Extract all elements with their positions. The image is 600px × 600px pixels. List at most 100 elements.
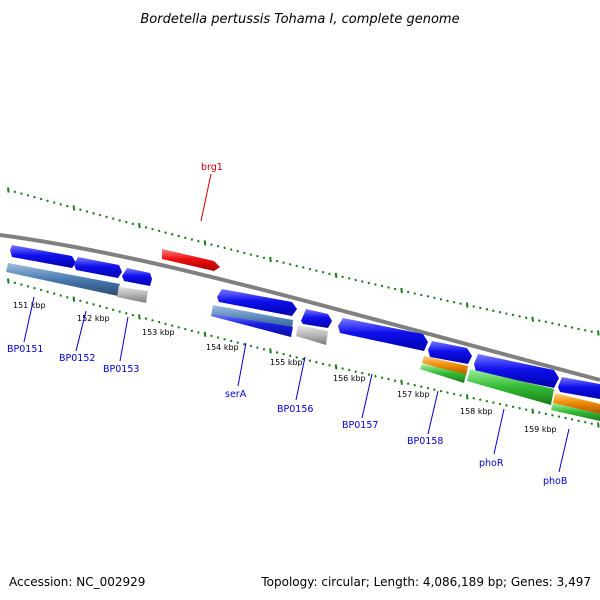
outer-tick — [328, 272, 331, 276]
gene-bp0151[interactable] — [10, 245, 76, 268]
gene-brg1[interactable] — [162, 249, 220, 271]
outer-tick — [406, 290, 410, 294]
outer-tick — [551, 322, 554, 325]
outer-tick — [374, 283, 377, 286]
inner-tick — [308, 359, 312, 362]
inner-tick — [361, 371, 364, 375]
inner-tick — [406, 382, 410, 385]
outer-tick — [564, 324, 567, 328]
gene-labels: BP0151 BP0152 BP0153 serA BP0156 BP0157 … — [7, 162, 567, 487]
inner-tick — [321, 362, 325, 366]
outer-tick — [590, 330, 593, 333]
inner-tick — [282, 352, 285, 356]
feature-gray-2 — [296, 325, 328, 345]
scale-label: 155 kbp — [270, 358, 303, 367]
outer-tick — [334, 272, 338, 279]
outer-tick — [439, 298, 443, 301]
outer-tick — [347, 277, 351, 280]
outer-tick — [39, 197, 43, 201]
inner-tick — [295, 356, 298, 359]
inner-tick — [138, 314, 141, 320]
inner-tick — [426, 386, 430, 390]
gene-label-bp0156[interactable]: BP0156 — [277, 404, 313, 415]
inner-tick — [275, 351, 279, 354]
gene-bp0158[interactable] — [428, 341, 472, 364]
outer-tick — [354, 278, 357, 282]
gene-label-bp0158[interactable]: BP0158 — [407, 436, 443, 447]
outer-tick — [223, 246, 226, 250]
gene-label-bp0151[interactable]: BP0151 — [7, 344, 43, 355]
scale-label: 151 kbp — [13, 301, 46, 310]
gene-label-bp0157[interactable]: BP0157 — [342, 420, 378, 431]
gene-label-sera[interactable]: serA — [225, 389, 247, 400]
gene-bp0157[interactable] — [338, 318, 428, 351]
feature-green-3 — [551, 403, 600, 421]
inner-tick — [216, 336, 220, 339]
gene-phor[interactable] — [474, 354, 559, 388]
gene-label-phor[interactable]: phoR — [479, 458, 504, 469]
outer-tick — [118, 219, 121, 222]
outer-tick — [557, 323, 561, 326]
inner-tick — [334, 364, 338, 370]
inner-tick — [479, 398, 482, 401]
inner-tick-track — [7, 278, 600, 428]
inner-tick — [439, 389, 443, 393]
gene-bp0156[interactable] — [301, 309, 332, 328]
inner-tick — [524, 408, 528, 411]
outer-tick — [33, 195, 36, 199]
inner-tick — [446, 391, 449, 394]
inner-tick — [26, 285, 30, 288]
inner-tick — [413, 383, 416, 387]
inner-tick — [590, 422, 593, 425]
inner-tick — [420, 385, 423, 388]
inner-tick — [157, 320, 161, 324]
outer-tick — [570, 326, 574, 329]
outer-tick — [459, 302, 462, 305]
inner-tick — [459, 394, 462, 397]
outer-tick — [485, 308, 489, 311]
outer-tick — [531, 316, 534, 322]
gene-bp0153[interactable] — [122, 268, 152, 286]
inner-tick — [256, 346, 259, 349]
gene-label-bp0153[interactable]: BP0153 — [103, 364, 139, 375]
inner-tick — [538, 411, 541, 414]
inner-tick — [79, 299, 82, 303]
topology-text: Topology: circular; Length: 4,086,189 bp… — [260, 575, 591, 589]
gene-phob[interactable] — [558, 377, 600, 399]
inner-tick — [288, 354, 292, 358]
inner-tick — [131, 313, 135, 317]
inner-tick — [485, 399, 489, 403]
outer-tick — [151, 227, 154, 231]
outer-tick — [492, 309, 495, 313]
inner-tick — [98, 304, 102, 308]
inner-tick — [170, 324, 174, 327]
outer-tick — [380, 284, 384, 288]
inner-tick — [472, 397, 475, 400]
feature-steelblue-1 — [6, 263, 120, 296]
gene-label-phob[interactable]: phoB — [543, 476, 567, 487]
outer-tick — [367, 281, 371, 285]
outer-tick — [302, 266, 305, 269]
inner-tick — [190, 329, 194, 333]
gene-sera[interactable] — [217, 289, 297, 316]
inner-tick — [492, 401, 495, 404]
inner-tick — [564, 416, 567, 420]
outer-tick — [361, 280, 364, 283]
feature-green-2 — [467, 369, 554, 405]
inner-tick — [184, 327, 187, 331]
inner-tick — [583, 420, 587, 424]
inner-tick — [105, 306, 108, 310]
outer-tick — [13, 190, 17, 194]
gene-label-brg1[interactable]: brg1 — [201, 162, 223, 173]
outer-tick — [479, 306, 482, 310]
inner-tick — [92, 303, 95, 306]
gene-label-bp0152[interactable]: BP0152 — [59, 353, 95, 364]
gene-bp0152[interactable] — [74, 257, 122, 278]
inner-tick — [570, 418, 574, 421]
inner-tick — [393, 379, 397, 382]
inner-tick — [52, 292, 56, 295]
outer-tick — [190, 238, 194, 241]
outer-tick — [249, 253, 253, 256]
outer-tick — [597, 330, 600, 336]
outer-tick — [465, 302, 469, 308]
